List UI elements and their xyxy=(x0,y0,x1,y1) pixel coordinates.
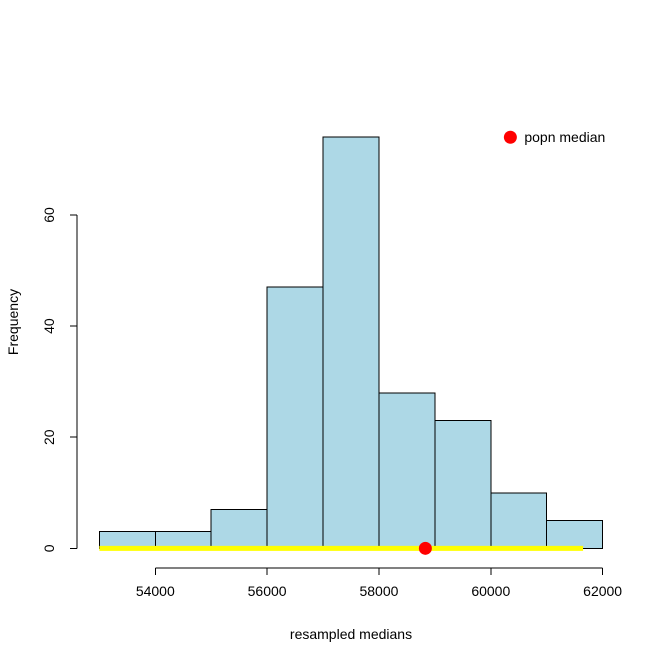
y-tick-label: 60 xyxy=(41,207,57,223)
x-tick-label: 60000 xyxy=(471,583,510,599)
y-tick-label: 40 xyxy=(41,318,57,334)
histogram-bar-9 xyxy=(546,520,604,549)
histogram-bar-3 xyxy=(210,508,268,549)
histogram-bar-8 xyxy=(490,492,548,549)
histogram-bar-5 xyxy=(322,136,380,549)
histogram-bar-7 xyxy=(434,420,492,549)
y-tick-label: 20 xyxy=(41,429,57,445)
x-tick-label: 58000 xyxy=(359,583,398,599)
histogram-bar-4 xyxy=(266,286,324,549)
popn-median-point xyxy=(418,541,432,555)
y-axis-title: Frequency xyxy=(5,289,21,355)
x-axis: 54000 56000 58000 60000 62000 xyxy=(136,567,622,599)
y-tick-label: 0 xyxy=(41,544,57,552)
legend: popn median xyxy=(503,129,605,145)
x-tick-label: 54000 xyxy=(136,583,175,599)
y-axis: 0 20 40 60 xyxy=(41,207,78,552)
overlay-group xyxy=(99,541,584,555)
histogram-bar-6 xyxy=(378,392,436,549)
bars-group xyxy=(98,136,604,549)
legend-point-icon xyxy=(503,130,517,144)
legend-label: popn median xyxy=(524,129,605,145)
x-axis-title: resampled medians xyxy=(290,626,412,642)
x-tick-label: 56000 xyxy=(248,583,287,599)
x-tick-label: 62000 xyxy=(583,583,622,599)
